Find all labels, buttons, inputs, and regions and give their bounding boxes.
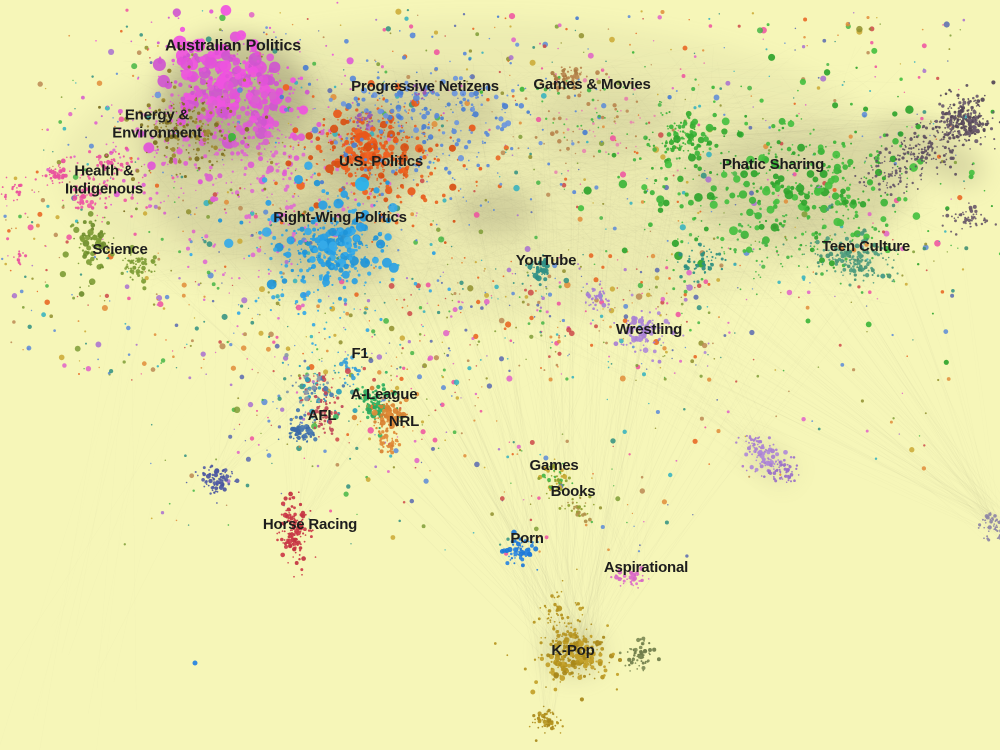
community-network-graph: Australian Politics Progressive Netizens G… (0, 0, 1000, 750)
network-canvas (0, 1, 1000, 742)
